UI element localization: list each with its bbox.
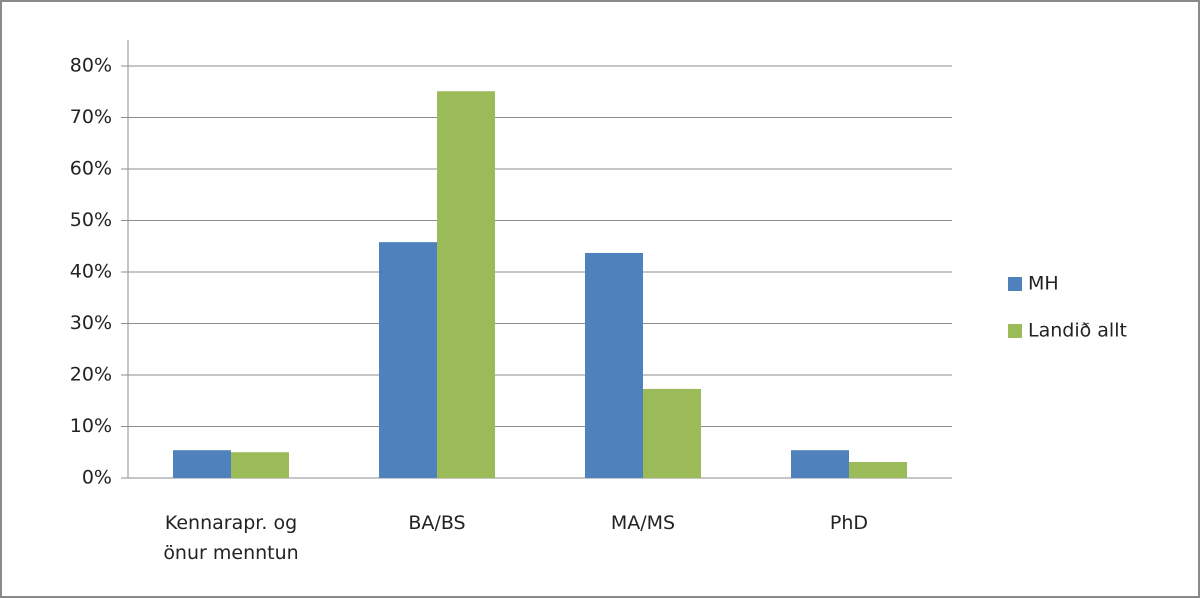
y-tick-label: 50% bbox=[70, 209, 112, 231]
bar bbox=[231, 452, 289, 478]
y-tick-label: 30% bbox=[70, 312, 112, 334]
y-tick-label: 70% bbox=[70, 106, 112, 128]
x-tick-label: PhD bbox=[829, 512, 869, 534]
bar bbox=[379, 242, 437, 478]
y-tick-label: 10% bbox=[70, 415, 112, 437]
legend-label: Landið allt bbox=[1028, 320, 1127, 342]
bar bbox=[791, 450, 849, 478]
bar bbox=[173, 450, 231, 478]
legend-label: MH bbox=[1028, 273, 1059, 295]
x-tick-label: MA/MS bbox=[610, 512, 676, 534]
y-tick-label: 0% bbox=[82, 467, 112, 489]
bar bbox=[643, 388, 701, 478]
bar bbox=[849, 462, 907, 478]
y-tick-label: 40% bbox=[70, 261, 112, 283]
x-tick-label: BA/BS bbox=[408, 512, 466, 534]
bar bbox=[437, 91, 495, 479]
y-tick-label: 80% bbox=[70, 55, 112, 77]
legend-swatch bbox=[1008, 324, 1022, 338]
bar bbox=[585, 252, 643, 478]
x-tick-label: Kennarapr. og önur menntun bbox=[163, 512, 299, 564]
legend-swatch bbox=[1008, 277, 1022, 291]
y-tick-label: 20% bbox=[70, 364, 112, 386]
y-tick-label: 60% bbox=[70, 158, 112, 180]
